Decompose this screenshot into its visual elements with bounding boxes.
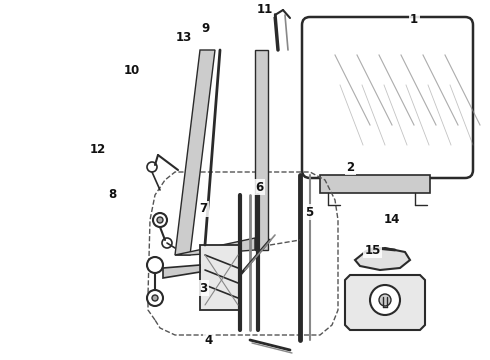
Polygon shape (175, 50, 215, 255)
Text: 8: 8 (109, 188, 117, 201)
Text: 15: 15 (364, 244, 381, 257)
Polygon shape (355, 248, 410, 270)
Polygon shape (255, 50, 268, 250)
Circle shape (152, 295, 158, 301)
Polygon shape (175, 238, 255, 255)
Polygon shape (345, 275, 425, 330)
Text: 13: 13 (175, 31, 192, 44)
Circle shape (157, 217, 163, 223)
Text: 4: 4 (204, 334, 212, 347)
Polygon shape (200, 245, 240, 310)
Text: 14: 14 (384, 213, 400, 226)
Text: 2: 2 (346, 161, 354, 174)
Text: 5: 5 (305, 206, 313, 219)
Text: 9: 9 (202, 22, 210, 35)
Circle shape (147, 257, 163, 273)
Text: 11: 11 (256, 3, 273, 15)
Polygon shape (320, 175, 430, 193)
Circle shape (147, 162, 157, 172)
Circle shape (379, 294, 391, 306)
Text: 3: 3 (199, 282, 207, 294)
Polygon shape (163, 265, 200, 278)
Text: 7: 7 (199, 202, 207, 215)
Circle shape (153, 213, 167, 227)
Text: 10: 10 (124, 64, 141, 77)
Circle shape (147, 290, 163, 306)
Text: 1: 1 (410, 13, 418, 26)
Circle shape (370, 285, 400, 315)
Text: 6: 6 (256, 181, 264, 194)
FancyBboxPatch shape (302, 17, 473, 178)
Text: 12: 12 (90, 143, 106, 156)
Circle shape (162, 238, 172, 248)
